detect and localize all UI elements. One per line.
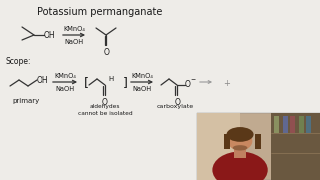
Text: O: O	[104, 48, 109, 57]
Text: KMnO₄: KMnO₄	[131, 73, 153, 78]
Ellipse shape	[227, 127, 253, 142]
Bar	[307, 116, 311, 133]
Text: O: O	[175, 98, 181, 107]
Ellipse shape	[228, 132, 252, 150]
Bar	[224, 134, 230, 149]
Text: NaOH: NaOH	[132, 86, 152, 91]
Bar	[283, 116, 288, 133]
Text: aldehydes
cannot be isolated: aldehydes cannot be isolated	[78, 104, 132, 116]
Text: −: −	[190, 76, 195, 82]
Text: primary: primary	[12, 98, 39, 104]
Text: KMnO₄: KMnO₄	[63, 26, 85, 32]
Bar	[234, 148, 246, 158]
Bar	[271, 113, 320, 180]
Text: ]: ]	[123, 76, 128, 89]
Bar	[197, 113, 320, 180]
Text: H: H	[108, 76, 113, 82]
Text: O: O	[185, 80, 191, 89]
Text: carboxylate: carboxylate	[156, 104, 194, 109]
Text: NaOH: NaOH	[64, 39, 84, 44]
Text: OH: OH	[37, 76, 49, 85]
Text: OH: OH	[44, 31, 56, 40]
Bar	[275, 116, 279, 133]
Text: NaOH: NaOH	[55, 86, 75, 91]
Text: KMnO₄: KMnO₄	[54, 73, 76, 78]
Text: Scope:: Scope:	[5, 57, 30, 66]
Bar	[291, 116, 295, 133]
Text: O: O	[102, 98, 108, 107]
Bar	[197, 113, 240, 180]
Bar	[255, 134, 261, 149]
Ellipse shape	[212, 152, 268, 180]
Bar	[299, 116, 304, 133]
Text: Potassium permanganate: Potassium permanganate	[37, 7, 163, 17]
Ellipse shape	[233, 145, 247, 150]
Text: [: [	[84, 76, 89, 89]
Text: +: +	[223, 78, 230, 87]
